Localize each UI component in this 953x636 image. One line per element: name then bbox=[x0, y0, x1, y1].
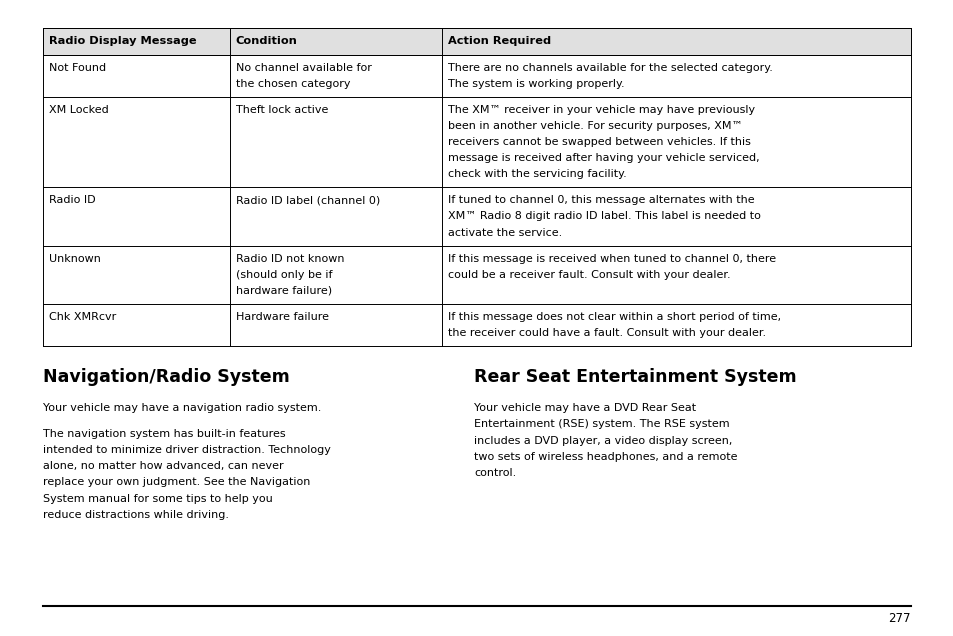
Text: Action Required: Action Required bbox=[448, 36, 551, 46]
Text: Your vehicle may have a DVD Rear Seat: Your vehicle may have a DVD Rear Seat bbox=[474, 403, 696, 413]
Text: been in another vehicle. For security purposes, XM™: been in another vehicle. For security pu… bbox=[448, 121, 742, 131]
Text: Rear Seat Entertainment System: Rear Seat Entertainment System bbox=[474, 368, 796, 386]
Text: could be a receiver fault. Consult with your dealer.: could be a receiver fault. Consult with … bbox=[448, 270, 730, 280]
Text: replace your own judgment. See the Navigation: replace your own judgment. See the Navig… bbox=[43, 478, 310, 487]
Text: the chosen category: the chosen category bbox=[235, 79, 350, 88]
Bar bbox=[43, 55, 910, 97]
Text: XM™ Radio 8 digit radio ID label. This label is needed to: XM™ Radio 8 digit radio ID label. This l… bbox=[448, 211, 760, 221]
Text: If tuned to channel 0, this message alternates with the: If tuned to channel 0, this message alte… bbox=[448, 195, 754, 205]
Text: Hardware failure: Hardware failure bbox=[235, 312, 328, 322]
Text: alone, no matter how advanced, can never: alone, no matter how advanced, can never bbox=[43, 461, 283, 471]
Bar bbox=[43, 245, 910, 304]
Text: two sets of wireless headphones, and a remote: two sets of wireless headphones, and a r… bbox=[474, 452, 737, 462]
Text: Radio Display Message: Radio Display Message bbox=[49, 36, 196, 46]
Text: control.: control. bbox=[474, 468, 516, 478]
Text: Chk XMRcvr: Chk XMRcvr bbox=[49, 312, 116, 322]
Text: Not Found: Not Found bbox=[49, 62, 106, 73]
Text: System manual for some tips to help you: System manual for some tips to help you bbox=[43, 494, 273, 504]
Text: Radio ID label (channel 0): Radio ID label (channel 0) bbox=[235, 195, 379, 205]
Text: Theft lock active: Theft lock active bbox=[235, 105, 328, 114]
Bar bbox=[43, 304, 910, 346]
Text: 277: 277 bbox=[887, 612, 910, 625]
Bar bbox=[43, 97, 910, 187]
Text: The navigation system has built-in features: The navigation system has built-in featu… bbox=[43, 429, 285, 439]
Bar bbox=[43, 28, 910, 55]
Text: message is received after having your vehicle serviced,: message is received after having your ve… bbox=[448, 153, 760, 163]
Text: Entertainment (RSE) system. The RSE system: Entertainment (RSE) system. The RSE syst… bbox=[474, 420, 729, 429]
Text: the receiver could have a fault. Consult with your dealer.: the receiver could have a fault. Consult… bbox=[448, 328, 765, 338]
Bar bbox=[43, 187, 910, 245]
Text: check with the servicing facility.: check with the servicing facility. bbox=[448, 169, 626, 179]
Text: (should only be if: (should only be if bbox=[235, 270, 332, 280]
Text: If this message does not clear within a short period of time,: If this message does not clear within a … bbox=[448, 312, 781, 322]
Text: No channel available for: No channel available for bbox=[235, 62, 371, 73]
Text: includes a DVD player, a video display screen,: includes a DVD player, a video display s… bbox=[474, 436, 732, 446]
Text: activate the service.: activate the service. bbox=[448, 228, 562, 238]
Text: There are no channels available for the selected category.: There are no channels available for the … bbox=[448, 62, 772, 73]
Text: Your vehicle may have a navigation radio system.: Your vehicle may have a navigation radio… bbox=[43, 403, 321, 413]
Text: Unknown: Unknown bbox=[49, 254, 101, 264]
Text: The XM™ receiver in your vehicle may have previously: The XM™ receiver in your vehicle may hav… bbox=[448, 105, 755, 115]
Text: intended to minimize driver distraction. Technology: intended to minimize driver distraction.… bbox=[43, 445, 331, 455]
Text: Condition: Condition bbox=[235, 36, 297, 46]
Text: hardware failure): hardware failure) bbox=[235, 286, 332, 296]
Text: XM Locked: XM Locked bbox=[49, 105, 109, 114]
Text: If this message is received when tuned to channel 0, there: If this message is received when tuned t… bbox=[448, 254, 776, 264]
Text: Radio ID: Radio ID bbox=[49, 195, 95, 205]
Text: receivers cannot be swapped between vehicles. If this: receivers cannot be swapped between vehi… bbox=[448, 137, 750, 147]
Text: Navigation/Radio System: Navigation/Radio System bbox=[43, 368, 290, 386]
Text: reduce distractions while driving.: reduce distractions while driving. bbox=[43, 509, 229, 520]
Text: The system is working properly.: The system is working properly. bbox=[448, 79, 624, 88]
Text: Radio ID not known: Radio ID not known bbox=[235, 254, 344, 264]
